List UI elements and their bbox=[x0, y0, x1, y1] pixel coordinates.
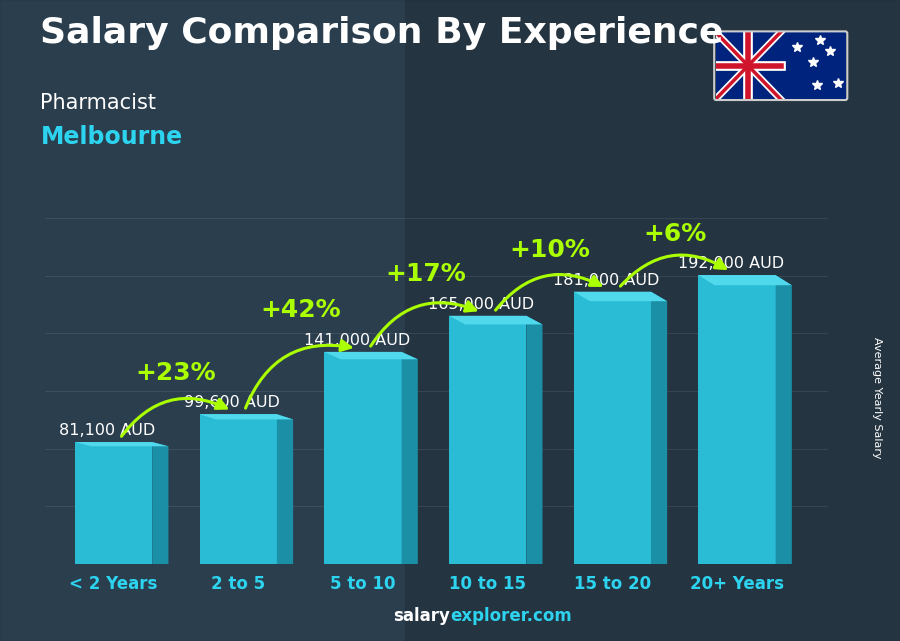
Bar bbox=[75, 442, 152, 564]
Text: 141,000 AUD: 141,000 AUD bbox=[303, 333, 410, 347]
Polygon shape bbox=[449, 316, 543, 324]
Bar bbox=[449, 316, 526, 564]
Text: 99,600 AUD: 99,600 AUD bbox=[184, 395, 280, 410]
Text: Salary Comparison By Experience: Salary Comparison By Experience bbox=[40, 16, 724, 50]
Text: +23%: +23% bbox=[136, 361, 216, 385]
Bar bbox=[0, 0, 405, 641]
Text: explorer.com: explorer.com bbox=[450, 607, 572, 625]
Bar bbox=[405, 0, 900, 641]
Text: 81,100 AUD: 81,100 AUD bbox=[59, 423, 156, 438]
Polygon shape bbox=[698, 275, 792, 285]
Text: +6%: +6% bbox=[643, 222, 707, 246]
Text: Average Yearly Salary: Average Yearly Salary bbox=[872, 337, 883, 458]
Polygon shape bbox=[526, 316, 543, 564]
Polygon shape bbox=[401, 352, 418, 564]
Bar bbox=[573, 292, 651, 564]
Text: 192,000 AUD: 192,000 AUD bbox=[678, 256, 784, 271]
Bar bbox=[200, 414, 277, 564]
Polygon shape bbox=[152, 442, 168, 564]
Polygon shape bbox=[573, 292, 667, 301]
Text: Pharmacist: Pharmacist bbox=[40, 93, 157, 113]
Polygon shape bbox=[776, 275, 792, 564]
Text: +42%: +42% bbox=[260, 299, 341, 322]
Text: Melbourne: Melbourne bbox=[40, 125, 183, 149]
Bar bbox=[324, 352, 401, 564]
Text: +10%: +10% bbox=[509, 238, 590, 262]
Text: 165,000 AUD: 165,000 AUD bbox=[428, 297, 535, 312]
Text: +17%: +17% bbox=[385, 262, 465, 287]
Text: salary: salary bbox=[393, 607, 450, 625]
Polygon shape bbox=[277, 414, 293, 564]
Polygon shape bbox=[324, 352, 418, 360]
Polygon shape bbox=[75, 442, 168, 446]
Polygon shape bbox=[651, 292, 667, 564]
Polygon shape bbox=[200, 414, 293, 419]
Bar bbox=[698, 275, 776, 564]
Text: 181,000 AUD: 181,000 AUD bbox=[553, 272, 660, 288]
